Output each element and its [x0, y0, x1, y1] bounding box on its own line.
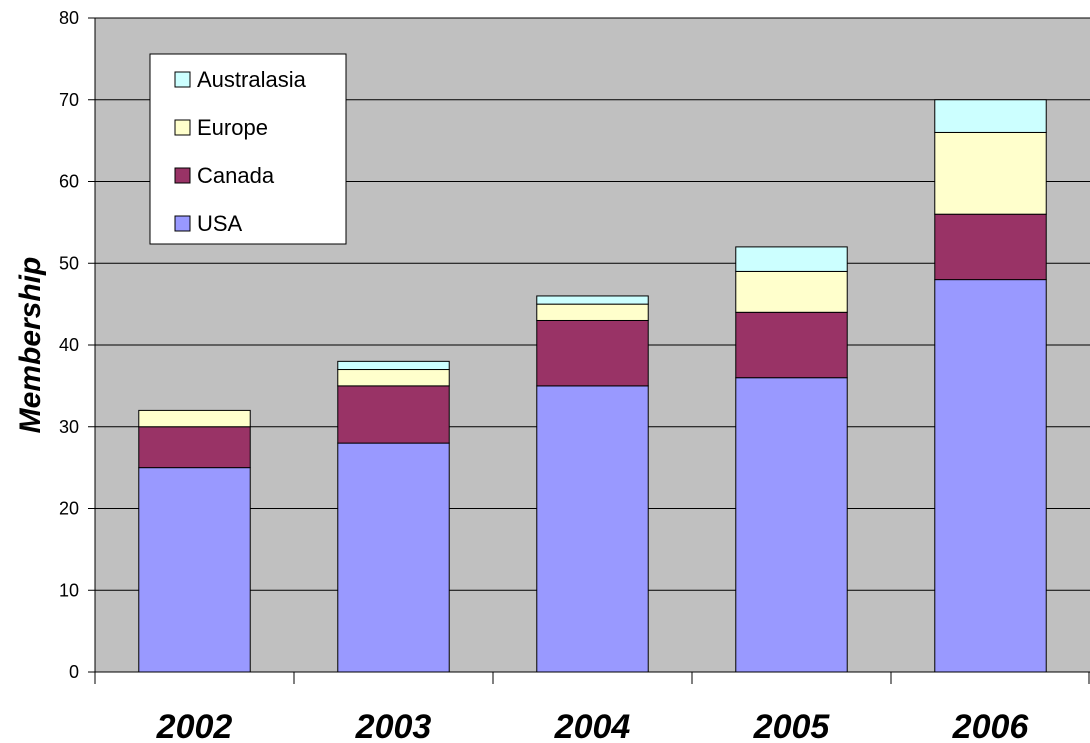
bar-segment [337, 369, 450, 387]
bar-segment [934, 279, 1047, 673]
bar-segment [138, 467, 251, 673]
y-tick-label: 10 [59, 580, 79, 600]
x-axis-ticks: 2002 2003 2004 2005 2006 [94, 672, 1090, 743]
legend-swatch [174, 167, 191, 184]
bar-segment [735, 377, 848, 673]
legend-label: Canada [197, 163, 275, 188]
legend-swatch [174, 215, 191, 232]
bar-segment [536, 295, 649, 305]
y-axis-label: Membership [14, 257, 47, 434]
bar-segment [735, 246, 848, 272]
legend-label: Europe [197, 115, 268, 140]
legend-swatch [174, 71, 191, 88]
y-tick-label: 40 [59, 335, 79, 355]
y-tick-label: 20 [59, 499, 79, 519]
x-tick-label: 2002 [156, 708, 233, 743]
bars [138, 99, 1047, 673]
bar-segment [735, 311, 848, 379]
x-tick-label: 2004 [554, 708, 631, 743]
bar-segment [138, 426, 251, 469]
x-tick-label: 2003 [355, 708, 432, 743]
bar-segment [536, 303, 649, 321]
bar-segment [337, 385, 450, 444]
y-tick-label: 80 [59, 8, 79, 28]
bar-segment [536, 385, 649, 673]
y-tick-label: 30 [59, 417, 79, 437]
x-tick-label: 2006 [952, 708, 1030, 743]
y-tick-label: 0 [69, 662, 79, 682]
bar-segment [337, 442, 450, 673]
bar-segment [337, 360, 450, 371]
y-axis-ticks: 0 10 20 30 40 50 60 70 80 [59, 8, 95, 682]
x-tick-label: 2005 [753, 708, 831, 743]
bar-segment [536, 319, 649, 387]
legend: Australasia Europe Canada USA [149, 53, 347, 245]
bar-segment [934, 99, 1047, 133]
bar-segment [934, 213, 1047, 281]
y-tick-label: 50 [59, 253, 79, 273]
bar-segment [735, 270, 848, 313]
legend-label: USA [197, 211, 243, 236]
bar-segment [138, 409, 251, 428]
legend-label: Australasia [197, 67, 307, 92]
y-tick-label: 60 [59, 172, 79, 192]
legend-swatch [174, 119, 191, 136]
y-tick-label: 70 [59, 90, 79, 110]
bar-segment [934, 131, 1047, 215]
